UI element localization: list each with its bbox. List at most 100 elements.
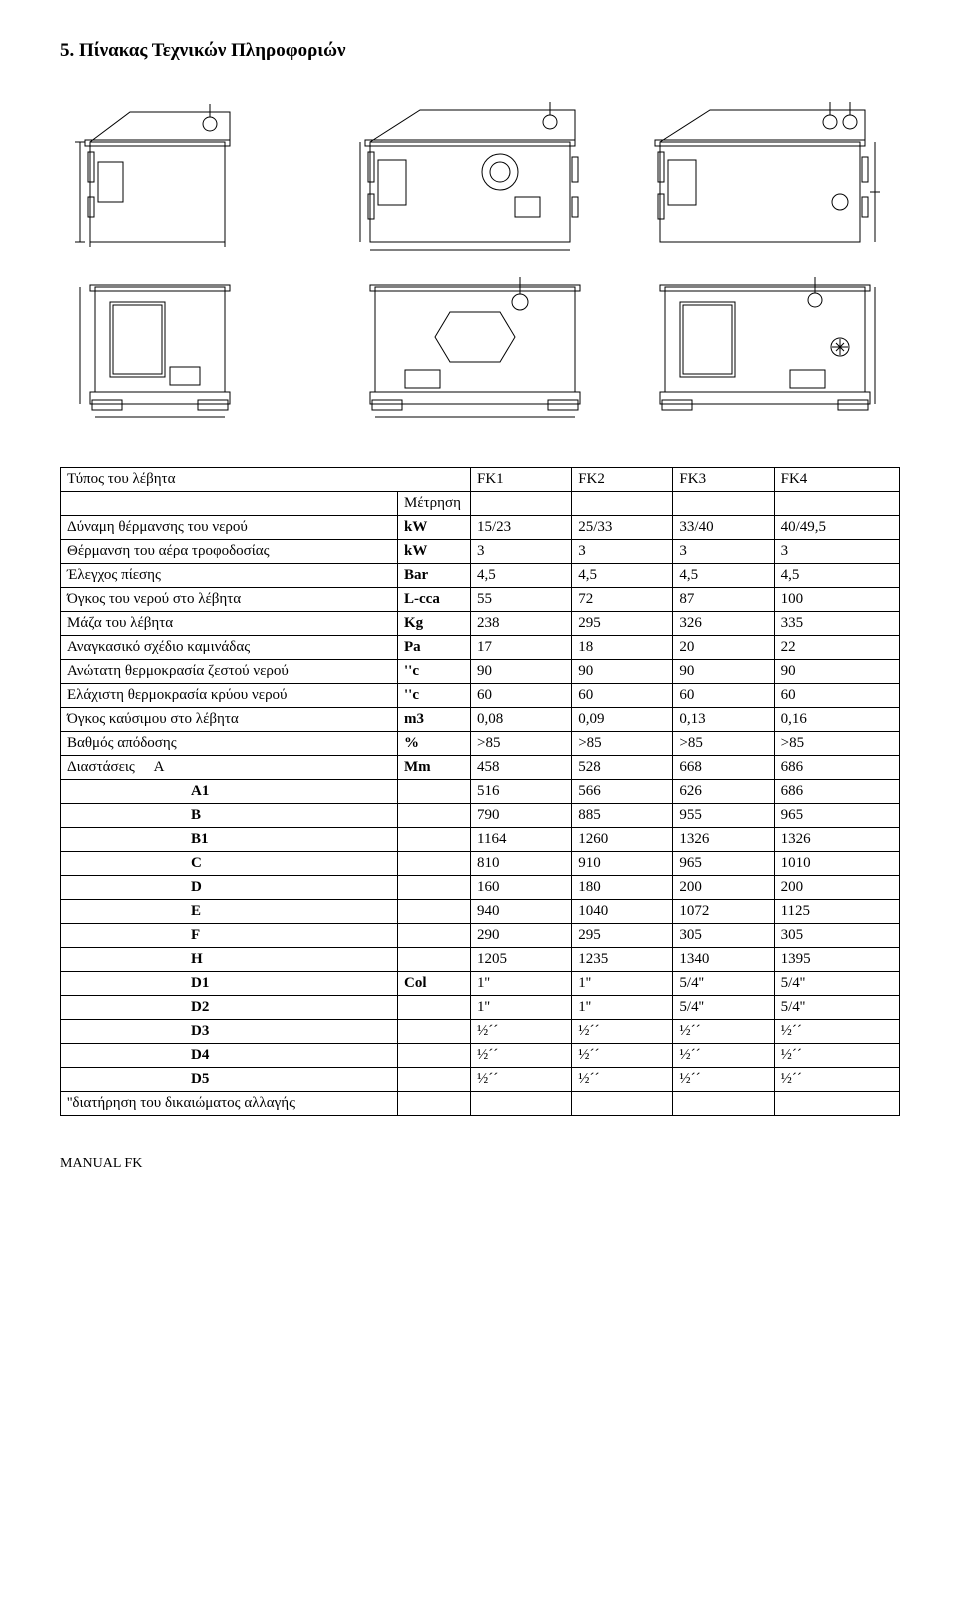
cell: 290 <box>471 924 572 948</box>
dim-unit-11 <box>398 1020 471 1044</box>
cell: 200 <box>673 876 774 900</box>
cell: 626 <box>673 780 774 804</box>
cell: 305 <box>673 924 774 948</box>
cell: ½´´ <box>673 1044 774 1068</box>
unit-9: % <box>398 732 471 756</box>
cell: 1326 <box>774 828 899 852</box>
param-6: Ανώτατη θερμοκρασία ζεστού νερού <box>61 660 398 684</box>
dim-unit-13 <box>398 1068 471 1092</box>
cell: ½´´ <box>572 1020 673 1044</box>
cell: 3 <box>471 540 572 564</box>
cell: ½´´ <box>774 1044 899 1068</box>
cell: 0,08 <box>471 708 572 732</box>
cell <box>471 1092 572 1116</box>
cell: >85 <box>471 732 572 756</box>
cell: >85 <box>572 732 673 756</box>
cell <box>572 1092 673 1116</box>
dim-unit-12 <box>398 1044 471 1068</box>
measure-p2: Μέτρηση <box>398 492 471 516</box>
dim-6: E <box>61 900 398 924</box>
cell: 686 <box>774 756 899 780</box>
cell: ½´´ <box>673 1020 774 1044</box>
cell <box>774 1092 899 1116</box>
cell: 1'' <box>471 996 572 1020</box>
dim-unit-10 <box>398 996 471 1020</box>
cell: 4,5 <box>572 564 673 588</box>
dim-unit-1 <box>398 780 471 804</box>
cell: 17 <box>471 636 572 660</box>
cell: 3 <box>673 540 774 564</box>
dim-8: H <box>61 948 398 972</box>
manual-footer: MANUAL FK <box>60 1156 900 1172</box>
param-9: Βαθμός απόδοσης <box>61 732 398 756</box>
cell: 1260 <box>572 828 673 852</box>
dim-7: F <box>61 924 398 948</box>
dim-unit-0: Mm <box>398 756 471 780</box>
cell <box>471 492 572 516</box>
dim-unit-3 <box>398 828 471 852</box>
cell: 15/23 <box>471 516 572 540</box>
cell: 18 <box>572 636 673 660</box>
cell: 566 <box>572 780 673 804</box>
dim-12: D4 <box>61 1044 398 1068</box>
cell: 1'' <box>471 972 572 996</box>
cell: 1395 <box>774 948 899 972</box>
cell: 1164 <box>471 828 572 852</box>
unit-0: kW <box>398 516 471 540</box>
technical-diagrams <box>60 92 900 422</box>
cell: 810 <box>471 852 572 876</box>
header-type: Τύπος του λέβητα <box>61 468 471 492</box>
cell: >85 <box>673 732 774 756</box>
cell: 4,5 <box>471 564 572 588</box>
cell: ½´´ <box>774 1020 899 1044</box>
cell: 910 <box>572 852 673 876</box>
cell: >85 <box>774 732 899 756</box>
cell: 1326 <box>673 828 774 852</box>
cell: ½´´ <box>673 1068 774 1092</box>
cell: 5/4'' <box>774 972 899 996</box>
dim-unit-2 <box>398 804 471 828</box>
cell: 4,5 <box>673 564 774 588</box>
dim-9: D1 <box>61 972 398 996</box>
cell: 458 <box>471 756 572 780</box>
cell: 60 <box>774 684 899 708</box>
dim-unit-8 <box>398 948 471 972</box>
header-fk3: FK3 <box>673 468 774 492</box>
dim-first: Διαστάσεις A <box>61 756 398 780</box>
cell <box>673 492 774 516</box>
unit-2: Bar <box>398 564 471 588</box>
cell: 0,09 <box>572 708 673 732</box>
unit-7: ''c <box>398 684 471 708</box>
param-5: Αναγκασικό σχέδιο καμινάδας <box>61 636 398 660</box>
cell: 20 <box>673 636 774 660</box>
cell: 326 <box>673 612 774 636</box>
param-7: Ελάχιστη θερμοκρασία κρύου νερού <box>61 684 398 708</box>
param-3: Όγκος του νερού στο λέβητα <box>61 588 398 612</box>
cell: 238 <box>471 612 572 636</box>
header-fk1: FK1 <box>471 468 572 492</box>
cell: ½´´ <box>572 1068 673 1092</box>
param-1: Θέρμανση του αέρα τροφοδοσίας <box>61 540 398 564</box>
cell: 60 <box>673 684 774 708</box>
cell: 790 <box>471 804 572 828</box>
cell <box>673 1092 774 1116</box>
dim-4: C <box>61 852 398 876</box>
specs-table: Τύπος του λέβηταFK1FK2FK3FK4ΜέτρησηΔύναμ… <box>60 467 900 1116</box>
cell: 1125 <box>774 900 899 924</box>
cell: ½´´ <box>774 1068 899 1092</box>
cell: 90 <box>471 660 572 684</box>
cell: 90 <box>774 660 899 684</box>
cell: 5/4'' <box>673 996 774 1020</box>
cell: 335 <box>774 612 899 636</box>
cell: ½´´ <box>572 1044 673 1068</box>
dim-1: A1 <box>61 780 398 804</box>
cell: 1010 <box>774 852 899 876</box>
cell: 3 <box>774 540 899 564</box>
cell: 305 <box>774 924 899 948</box>
cell: 528 <box>572 756 673 780</box>
cell: 60 <box>471 684 572 708</box>
cell: 295 <box>572 924 673 948</box>
unit-6: ''c <box>398 660 471 684</box>
unit-1: kW <box>398 540 471 564</box>
cell: 40/49,5 <box>774 516 899 540</box>
